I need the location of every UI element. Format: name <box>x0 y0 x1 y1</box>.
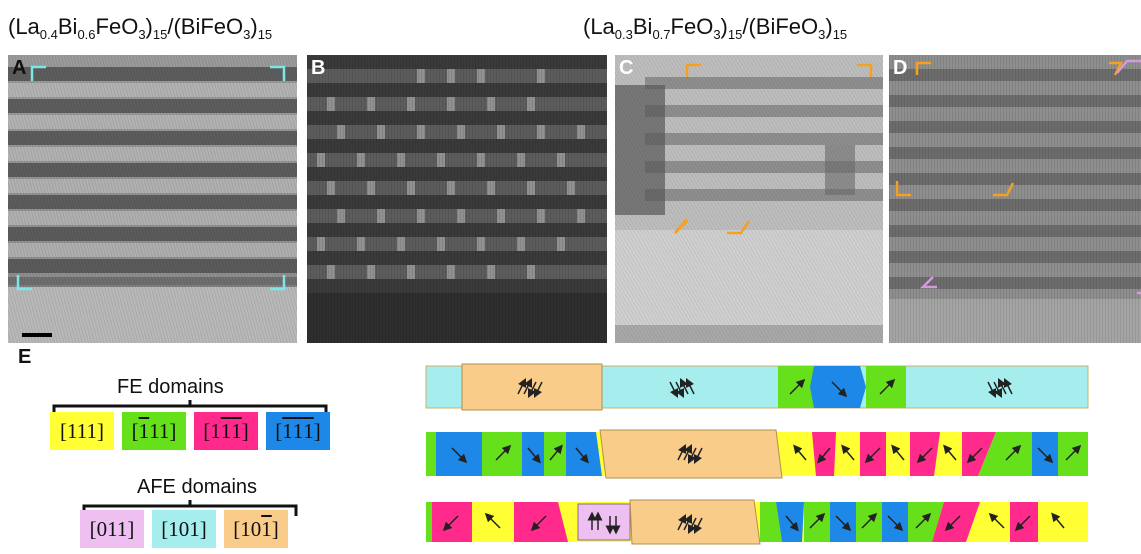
micrograph-d-image <box>889 55 1141 343</box>
micrograph-panel-b: B <box>307 55 607 343</box>
section-label-e: E <box>18 346 32 368</box>
afe-domain-10m1: [10 1] <box>224 510 288 548</box>
fe-domain-m1m1m1: [1 1 1] <box>266 412 330 450</box>
afe-domain-011: [011] <box>80 510 144 548</box>
domain-strip-1 <box>425 363 1089 411</box>
micrograph-a-image <box>8 55 297 343</box>
fe-domain-1m1m1: [1 1 1] <box>194 412 258 450</box>
micrograph-panel-a: A <box>8 55 297 343</box>
title-left: (La0.4Bi0.6FeO3)15/(BiFeO3)15 <box>8 14 273 42</box>
micrograph-panel-d: D <box>889 55 1141 343</box>
panel-label-a: A <box>12 57 27 79</box>
micrograph-c-image <box>615 55 883 343</box>
fe-domain-m111: [1 11] <box>122 412 186 450</box>
panel-label-b: B <box>311 57 326 79</box>
fe-domains-title: FE domains <box>117 376 224 398</box>
micrograph-panel-c: C <box>615 55 883 343</box>
afe-domain-101: [101] <box>152 510 216 548</box>
afe-domains-title: AFE domains <box>137 476 258 498</box>
panel-label-d: D <box>893 57 908 79</box>
domain-strip-2 <box>426 429 1088 479</box>
domain-strip-3 <box>426 499 1088 545</box>
fe-domain-111: [111] <box>50 412 114 450</box>
fe-bracket <box>52 400 328 416</box>
micrograph-b-image <box>307 55 607 343</box>
domain-schematics <box>425 363 1089 545</box>
title-right: (La0.3Bi0.7FeO3)15/(BiFeO3)15 <box>583 14 848 42</box>
panel-label-c: C <box>619 57 634 79</box>
